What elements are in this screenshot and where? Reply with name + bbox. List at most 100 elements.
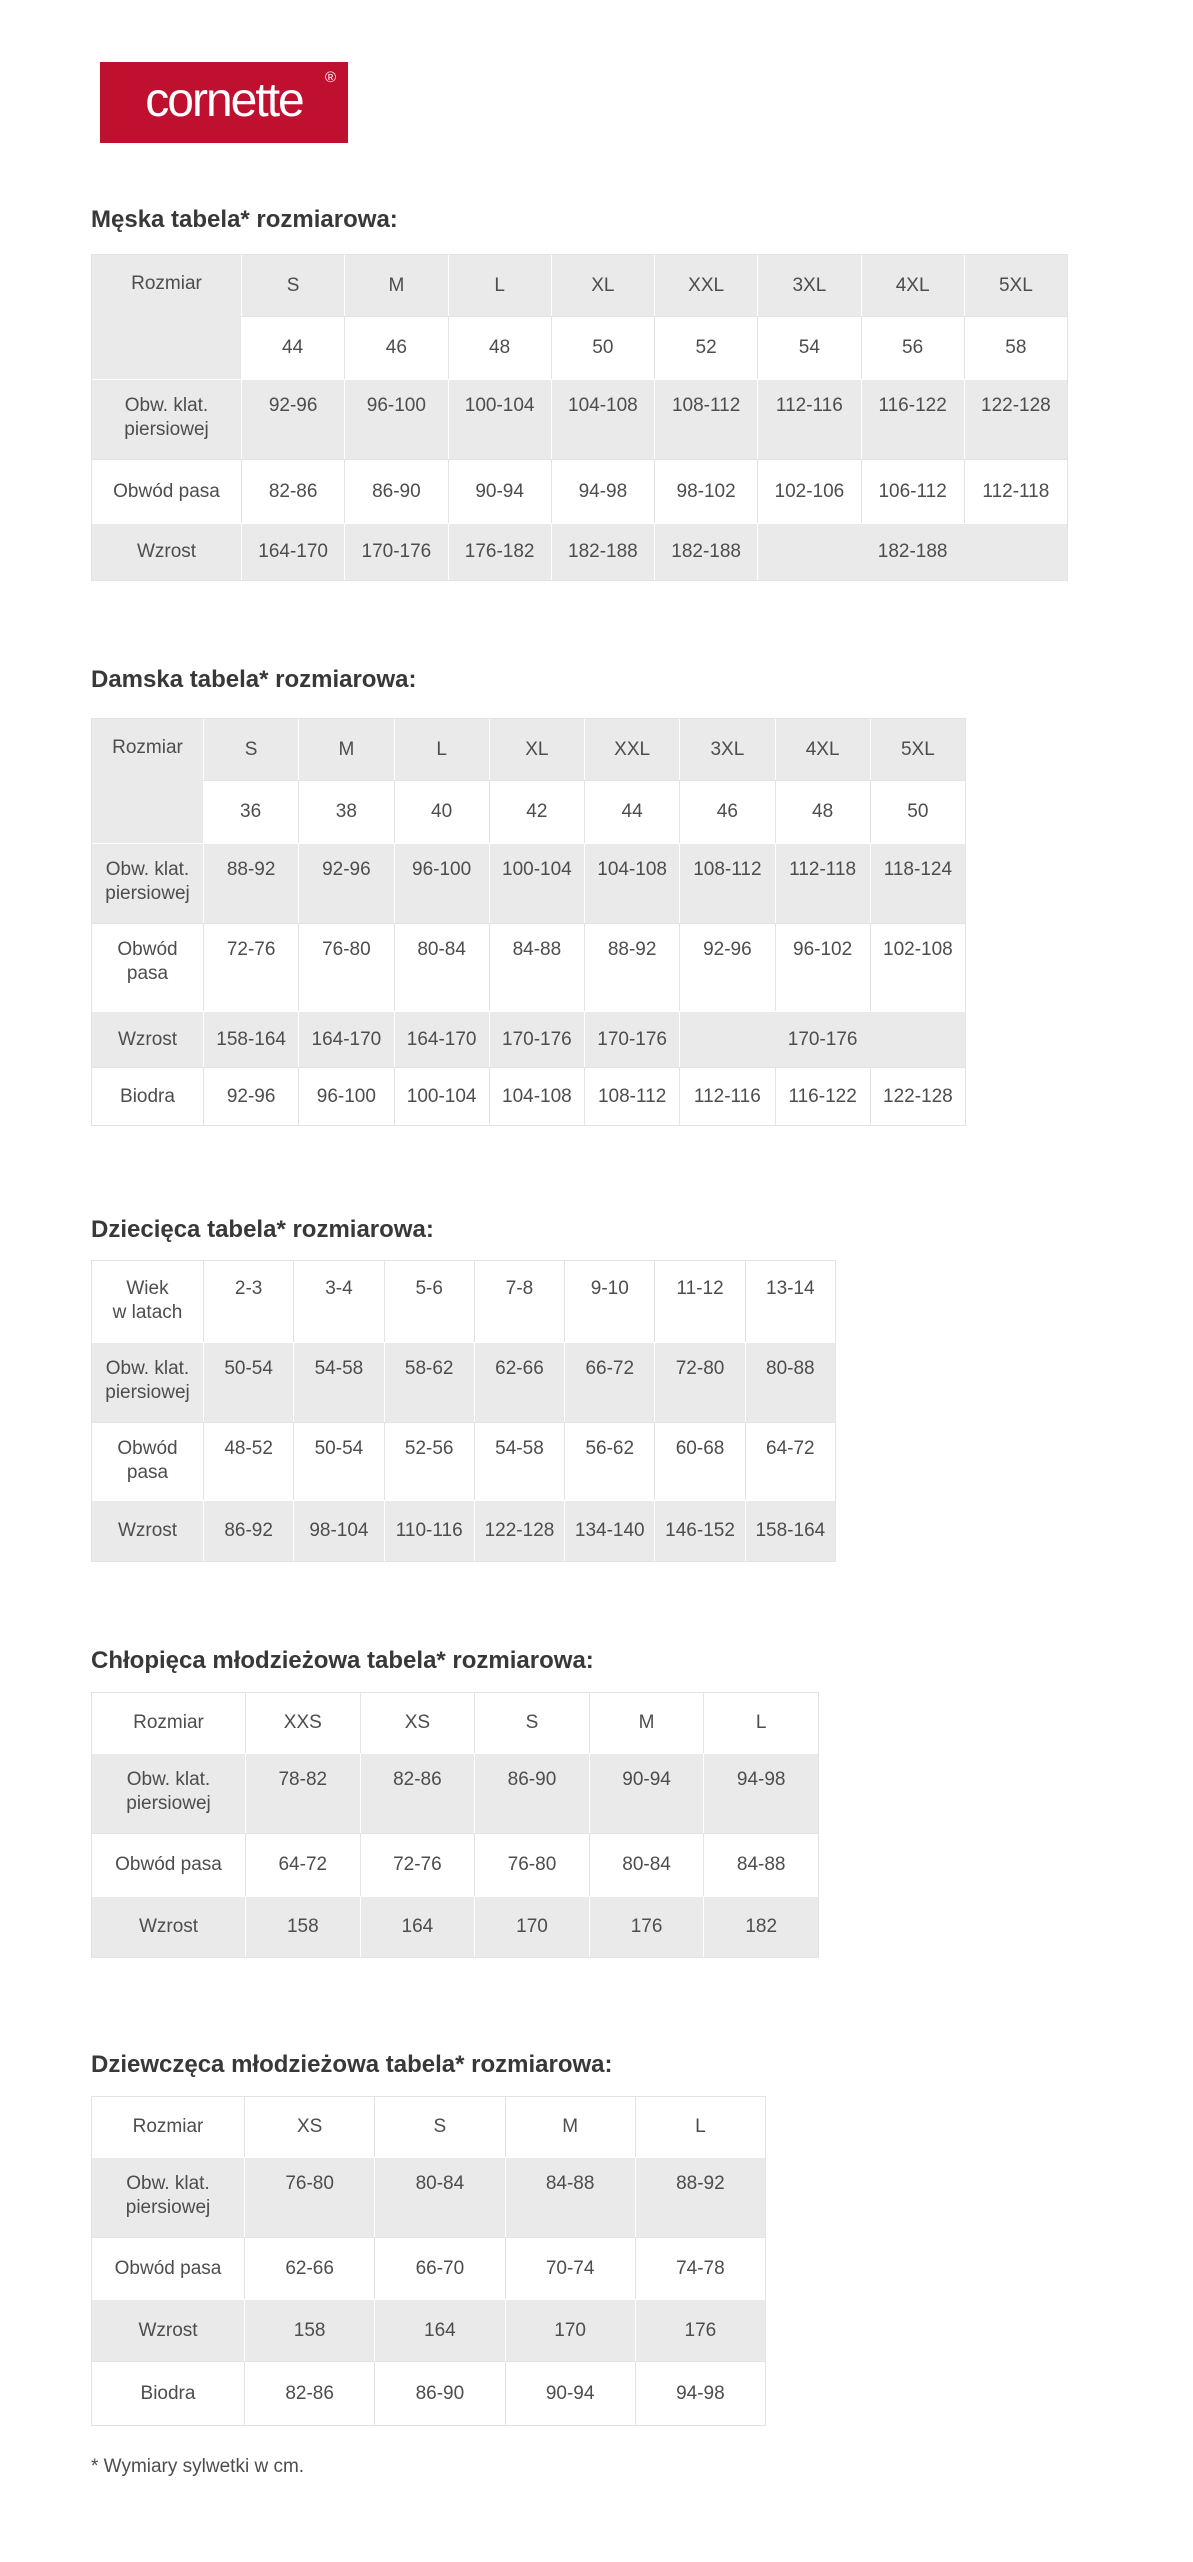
row-label-cell: Obwód pasa: [92, 1833, 245, 1896]
size-label-cell: XS: [359, 1693, 475, 1753]
value-cell: 112-116: [757, 379, 861, 459]
value-cell: 84-88: [488, 923, 584, 1011]
row-label-cell: Wzrost: [92, 2299, 244, 2361]
size-label-cell: XXS: [245, 1693, 360, 1753]
age-label-cell: 7-8: [473, 1261, 564, 1342]
value-cell: 182-188: [654, 523, 758, 580]
value-cell: 102-108: [869, 923, 965, 1011]
value-cell: 104-108: [550, 379, 654, 459]
value-cell: 72-76: [203, 923, 299, 1011]
value-cell: 122-128: [869, 1067, 965, 1125]
footnote: * Wymiary sylwetki w cm.: [91, 2456, 305, 2477]
value-cell: 100-104: [393, 1067, 489, 1125]
size-number-cell: 54: [757, 316, 861, 379]
size-table-section-women: Damska tabela* rozmiarowa: Rozmiar S M L…: [0, 666, 1193, 1126]
row-label-cell: Wzrost: [92, 1896, 245, 1957]
size-label-cell: XXL: [584, 719, 680, 780]
value-cell: 54-58: [473, 1422, 565, 1500]
size-label-cell: 5XL: [963, 255, 1067, 316]
girls-table-title: Dziewczęca młodzieżowa tabela* rozmiarow…: [91, 2051, 613, 2078]
size-number-cell: 36: [203, 780, 299, 843]
waist-row: Obwód pasa 62-66 66-70 70-74 74-78: [92, 2237, 765, 2299]
value-cell: 108-112: [679, 843, 775, 923]
value-cell: 76-80: [474, 1833, 589, 1896]
women-size-table: Rozmiar S M L XL XXL 3XL 4XL 5XL 36 38 4…: [91, 718, 966, 1126]
row-label-cell: Obwód pasa: [92, 2237, 244, 2299]
age-label-cell: 9-10: [564, 1261, 654, 1342]
value-cell: 106-112: [860, 459, 964, 523]
kids-size-table: Wiek w latach 2-3 3-4 5-6 7-8 9-10 11-12…: [91, 1260, 836, 1562]
size-number-cell: 48: [774, 780, 870, 843]
size-header-row: Rozmiar XS S M L: [92, 2097, 765, 2157]
size-number-cell: 58: [963, 316, 1067, 379]
value-cell: 80-88: [744, 1342, 835, 1422]
size-header-row: Rozmiar XXS XS S M L: [92, 1693, 818, 1753]
value-cell: 164: [374, 2299, 505, 2361]
size-table-section-men: Męska tabela* rozmiarowa: Rozmiar S M L …: [0, 206, 1193, 581]
corner-label-cell: Rozmiar: [92, 255, 241, 379]
waist-row: Obwód pasa 64-72 72-76 76-80 80-84 84-88: [92, 1833, 818, 1896]
age-label-cell: 5-6: [383, 1261, 474, 1342]
row-label-cell: Obwód pasa: [92, 923, 203, 1011]
size-label-cell: XXL: [654, 255, 758, 316]
value-cell-merged: 170-176: [679, 1011, 965, 1067]
girls-size-table: Rozmiar XS S M L Obw. klat. piersiowej 7…: [91, 2096, 766, 2426]
value-cell: 84-88: [504, 2157, 635, 2237]
value-cell: 176-182: [447, 523, 551, 580]
size-label-cell: L: [634, 2097, 765, 2157]
brand-logo: cornette ®: [100, 62, 348, 143]
value-cell: 86-90: [474, 1753, 589, 1833]
size-label-cell: 4XL: [774, 719, 870, 780]
size-label-cell: XL: [550, 255, 654, 316]
value-cell: 66-70: [374, 2237, 505, 2299]
value-cell: 72-80: [654, 1342, 745, 1422]
hips-row: Biodra 82-86 86-90 90-94 94-98: [92, 2361, 765, 2425]
value-cell: 70-74: [504, 2237, 635, 2299]
value-cell: 158: [245, 1896, 360, 1957]
height-row: Wzrost 158-164 164-170 164-170 170-176 1…: [92, 1011, 965, 1067]
value-cell: 58-62: [383, 1342, 474, 1422]
value-cell: 96-100: [298, 1067, 394, 1125]
value-cell: 92-96: [679, 923, 775, 1011]
value-cell: 54-58: [293, 1342, 384, 1422]
value-cell: 56-62: [564, 1422, 655, 1500]
corner-label-cell: Rozmiar: [132, 2116, 204, 2137]
row-label-cell: Biodra: [92, 2361, 244, 2425]
value-cell: 62-66: [473, 1342, 565, 1422]
value-cell: 88-92: [203, 843, 299, 923]
value-cell: 60-68: [654, 1422, 745, 1500]
row-label-cell: Obw. klat. piersiowej: [92, 2157, 244, 2237]
row-label-cell: Obw. klat. piersiowej: [92, 1342, 203, 1422]
row-label-cell: Wzrost: [92, 1500, 203, 1561]
value-cell: 164: [359, 1896, 475, 1957]
value-cell: 90-94: [504, 2361, 635, 2425]
value-cell: 88-92: [584, 923, 680, 1011]
value-cell: 84-88: [703, 1833, 818, 1896]
value-cell: 92-96: [241, 379, 345, 459]
value-cell: 116-122: [774, 1067, 870, 1125]
value-cell: 94-98: [634, 2361, 765, 2425]
size-label-cell: S: [241, 255, 345, 316]
size-number-cell: 40: [393, 780, 489, 843]
size-header-row: Rozmiar S M L XL XXL 3XL 4XL 5XL: [92, 719, 965, 843]
age-label-cell: 13-14: [744, 1261, 835, 1342]
value-cell: 76-80: [298, 923, 394, 1011]
value-cell: 66-72: [564, 1342, 655, 1422]
value-cell: 94-98: [703, 1753, 818, 1833]
size-label-cell: S: [374, 2097, 504, 2157]
value-cell: 158-164: [203, 1011, 299, 1067]
value-cell: 176: [588, 1896, 704, 1957]
corner-label-cell: Wiek w latach: [112, 1278, 183, 1323]
value-cell: 158-164: [744, 1500, 835, 1561]
value-cell: 100-104: [488, 843, 584, 923]
value-cell: 62-66: [244, 2237, 375, 2299]
boys-size-table: Rozmiar XXS XS S M L Obw. klat. piersiow…: [91, 1692, 819, 1958]
size-number-cell: 38: [298, 780, 394, 843]
size-number-row: 36 38 40 42 44 46 48 50: [92, 780, 965, 843]
value-cell: 170-176: [488, 1011, 584, 1067]
value-cell: 170-176: [584, 1011, 680, 1067]
height-row: Wzrost 86-92 98-104 110-116 122-128 134-…: [92, 1500, 835, 1561]
age-header-row: Wiek w latach 2-3 3-4 5-6 7-8 9-10 11-12…: [92, 1261, 835, 1342]
value-cell: 74-78: [634, 2237, 765, 2299]
value-cell: 122-128: [473, 1500, 565, 1561]
